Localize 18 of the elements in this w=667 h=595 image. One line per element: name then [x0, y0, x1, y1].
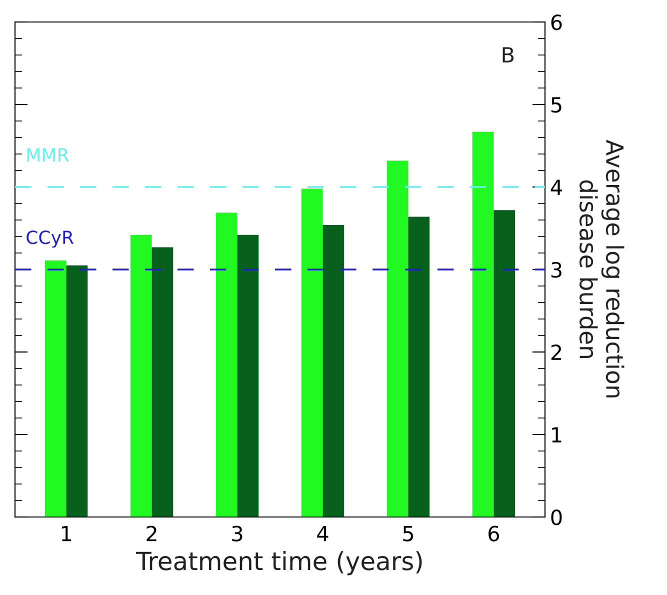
x-tick-label: 6: [488, 526, 500, 542]
y-tick-label: 0: [551, 509, 562, 526]
y-tick-label: 6: [551, 14, 562, 30]
annotation: B: [502, 47, 514, 62]
y-tick-label: 2: [551, 344, 562, 360]
y-tick-label: 1: [552, 427, 562, 442]
y-axis-title: Average log reduction disease burden: [580, 140, 624, 398]
ref-line-label: MMR: [27, 148, 69, 162]
ref-line-label: CCyR: [26, 230, 74, 248]
y-tick-label: 3: [551, 262, 562, 278]
x-tick-label: 4: [317, 526, 328, 542]
x-tick-label: 3: [232, 526, 242, 542]
y-tick-label: 4: [550, 180, 562, 195]
y-tick-label: 5: [551, 97, 562, 113]
x-axis-title: Treatment time (years): [136, 551, 422, 576]
x-tick-label: 1: [62, 526, 71, 542]
x-tick-label: 2: [146, 526, 156, 542]
x-tick-label: 5: [403, 526, 414, 542]
